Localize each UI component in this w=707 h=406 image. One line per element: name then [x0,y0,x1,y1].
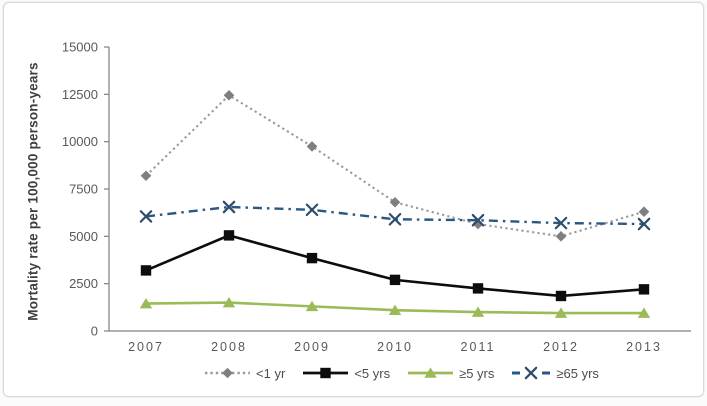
legend-key-x [512,366,551,380]
x-marker [222,200,236,214]
diamond-marker [389,196,401,208]
legend-label: <1 yr [256,365,286,381]
diamond-marker [555,231,567,242]
triangle-marker [139,297,153,309]
series-line-3 [145,205,645,226]
y-tick-label: 10000 [62,134,98,149]
triangle-marker [222,297,236,308]
x-tick-label: 2012 [543,340,579,354]
legend-key-diamond [205,367,251,379]
diamond-marker [638,206,650,218]
x-marker [388,212,402,226]
square-marker [389,274,401,286]
series-line-0 [145,93,645,238]
square-marker [320,367,332,379]
legend-key-triangle [408,367,454,378]
legend-label: ≥65 yrs [556,365,599,381]
x-tick-label: 2011 [461,340,496,354]
triangle-marker [554,307,568,318]
chart-figure: 0 2500 5000 7500 10000 12500 15000 2007 2008 2009… [3,2,704,397]
diamond-marker [306,141,318,152]
diamond-marker [472,218,484,230]
y-tick-label: 2500 [69,276,98,291]
x-tick-label: 2010 [377,340,413,354]
x-marker [139,210,153,223]
legend-key-square [303,367,349,379]
x-marker [471,213,485,227]
x-marker [554,216,568,230]
triangle-marker [471,306,485,317]
y-tick-label: 15000 [62,40,98,55]
x-tick-label: 2009 [294,340,330,354]
y-tick-label: 5000 [69,229,98,244]
y-tick-label: 0 [91,324,98,339]
legend-label: <5 yrs [354,365,391,381]
legend-label: ≥5 yrs [459,365,495,381]
square-marker [140,265,152,276]
triangle-marker [388,304,402,315]
legend-item-0: <1 yr [204,365,285,381]
diamond-marker [222,367,233,379]
x-marker [525,366,538,380]
square-marker [638,284,650,295]
x-tick-label: 2008 [211,340,247,354]
legend-item-1: <5 yrs [302,365,390,381]
square-marker [555,290,567,302]
series-line-1 [145,234,645,298]
y-tick-label: 12500 [62,87,98,102]
chart-canvas: 0 2500 5000 7500 10000 12500 15000 2007 2008 2009… [62,40,691,354]
square-marker [472,283,484,294]
y-tick-label: 7500 [69,182,98,197]
square-marker [306,252,318,264]
diamond-marker [223,89,235,101]
legend-item-2: ≥5 yrs [407,365,494,381]
diamond-marker [140,170,152,182]
x-tick-label: 2007 [128,340,164,354]
triangle-marker [305,300,319,312]
triangle-marker [424,367,437,378]
triangle-marker [637,307,651,318]
x-tick-label: 2013 [626,340,662,354]
y-axis-title: Mortality rate per 100,000 person-years [25,62,41,321]
legend-item-3: ≥65 yrs [511,365,599,381]
square-marker [223,230,235,241]
x-marker [637,217,651,231]
x-marker [305,203,319,217]
chart-legend: <1 yr <5 yrs ≥5 yrs ≥65 yrs [109,365,694,381]
